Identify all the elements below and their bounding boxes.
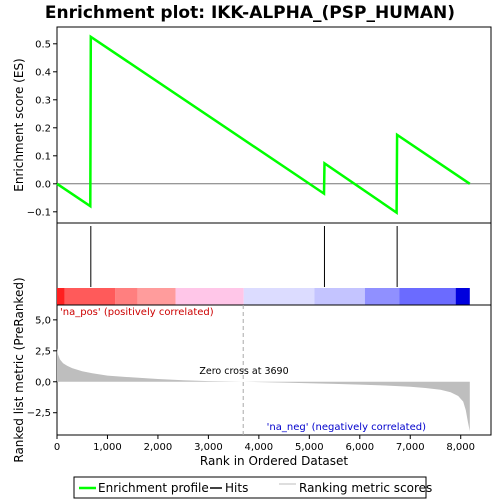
es-y-tick-label: 0.0 [35, 179, 51, 190]
color-bar-segment [115, 288, 138, 305]
es-y-axis-ticks: −0.1 0.0 0.1 0.2 0.3 0.4 0.5 [27, 39, 57, 218]
neg-correlated-label: 'na_neg' (negatively correlated) [267, 422, 426, 433]
color-bar-segment [364, 288, 400, 305]
x-axis-ticks: 0 1,000 2,000 3,000 4,000 5,000 6,000 7,000 8,00… [54, 435, 475, 453]
x-tick-label: 6,000 [345, 442, 374, 453]
metric-y-tick-label: 2,5 [35, 346, 51, 357]
metric-y-tick-label: 0,0 [35, 377, 51, 388]
color-bar-segment [314, 288, 365, 305]
color-bar-segment [175, 288, 244, 305]
metric-y-axis-ticks: −2,5 0,0 2,5 5,0 [27, 315, 57, 419]
x-tick-label: 7,000 [396, 442, 425, 453]
metric-y-tick-label: 5,0 [35, 315, 51, 326]
x-tick-label: 8,000 [446, 442, 475, 453]
metric-y-tick-label: −2,5 [27, 408, 51, 419]
color-bar-segment [137, 288, 176, 305]
color-bar-segment [399, 288, 456, 305]
x-tick-label: 4,000 [245, 442, 274, 453]
x-tick-label: 2,000 [144, 442, 173, 453]
hits-marks [90, 226, 398, 287]
color-bar-segment [455, 288, 470, 305]
legend-label-ranking-metric: Ranking metric scores [299, 481, 432, 495]
color-bar-segment [243, 288, 315, 305]
es-y-tick-label: 0.1 [35, 151, 51, 162]
x-axis-label: Rank in Ordered Dataset [200, 454, 348, 468]
es-y-axis-label: Enrichment score (ES) [12, 58, 26, 191]
legend-label-enrichment-profile: Enrichment profile [98, 481, 209, 495]
x-tick-label: 3,000 [194, 442, 223, 453]
legend-label-hits: Hits [225, 481, 248, 495]
enrichment-profile-line [56, 34, 471, 215]
es-y-tick-label: 0.4 [35, 67, 51, 78]
x-tick-label: 1,000 [93, 442, 122, 453]
zero-cross-label: Zero cross at 3690 [199, 366, 288, 377]
x-tick-label: 0 [54, 442, 60, 453]
legend-box [73, 476, 427, 499]
color-bar-segment [64, 288, 116, 305]
es-y-tick-label: 0.3 [35, 95, 51, 106]
rank-color-bar [57, 288, 470, 305]
color-bar-segment [57, 288, 65, 305]
es-y-tick-label: 0.5 [35, 39, 51, 50]
ranking-metric-area [57, 348, 470, 432]
chart-title: Enrichment plot: IKK-ALPHA_(PSP_HUMAN) [45, 3, 455, 23]
x-tick-label: 5,000 [295, 442, 324, 453]
pos-correlated-label: 'na_pos' (positively correlated) [60, 307, 214, 318]
es-y-tick-label: −0.1 [27, 207, 51, 218]
metric-y-axis-label: Ranked list metric (PreRanked) [12, 277, 26, 462]
es-y-tick-label: 0.2 [35, 123, 51, 134]
